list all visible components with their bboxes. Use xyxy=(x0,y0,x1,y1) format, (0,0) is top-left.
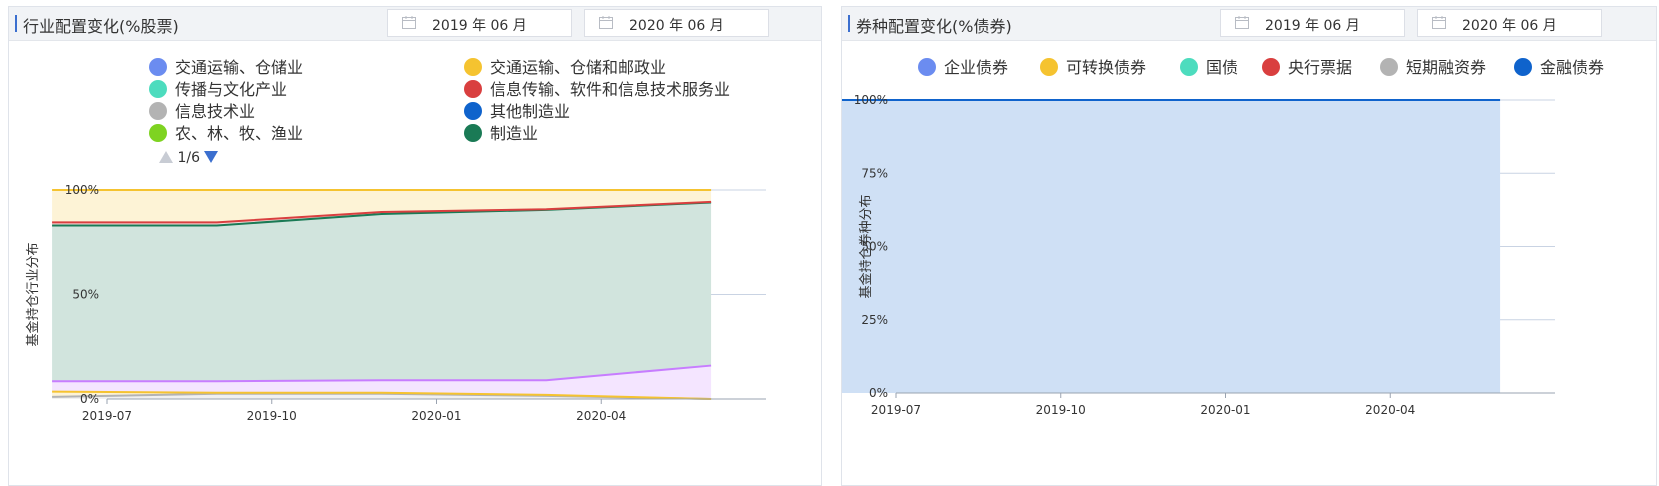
x-tick-label: 2019-07 xyxy=(82,409,132,423)
page-down-icon[interactable] xyxy=(204,151,219,163)
page-up-icon[interactable] xyxy=(159,151,173,163)
end-date-text: 2020 年 06 月 xyxy=(1462,18,1557,34)
y-tick-label: 0% xyxy=(80,392,99,406)
panel-header: 券种配置变化(%债券) 2019 年 06 月 2020 年 06 月 xyxy=(842,7,1656,41)
y-axis-label: 基金持仓券种分布 xyxy=(858,194,874,298)
panel-header: 行业配置变化(%股票) 2019 年 06 月 2020 年 06 月 xyxy=(9,7,821,41)
start-date-text: 2019 年 06 月 xyxy=(1265,18,1360,34)
y-tick-label: 0% xyxy=(869,386,888,400)
x-tick-label: 2019-10 xyxy=(247,409,297,423)
end-date-text: 2020 年 06 月 xyxy=(629,18,724,34)
legend-dot xyxy=(464,124,482,142)
y-tick-label: 100% xyxy=(65,183,99,197)
start-date-picker[interactable]: 2019 年 06 月 xyxy=(1220,9,1405,37)
legend-item[interactable]: 交通运输、仓储业 xyxy=(149,57,303,79)
end-date-picker[interactable]: 2020 年 06 月 xyxy=(1417,9,1602,37)
legend-dot xyxy=(1380,58,1398,76)
start-date-text: 2019 年 06 月 xyxy=(432,18,527,34)
legend-item[interactable]: 金融债券 xyxy=(1514,57,1604,79)
bond-type-area-chart: 0% 25% 50% 75% 100% 2019-07 2019-10 2020-01 2020… xyxy=(842,93,1555,417)
legend: 交通运输、仓储业 交通运输、仓储和邮政业 传播与文化产业 信息传输、软件和信息技… xyxy=(149,57,789,149)
legend-item[interactable]: 信息传输、软件和信息技术服务业 xyxy=(464,79,730,101)
title-accent-bar xyxy=(848,15,850,32)
x-tick-label: 2020-01 xyxy=(1200,403,1250,417)
x-tick-label: 2020-04 xyxy=(1365,403,1415,417)
start-date-picker[interactable]: 2019 年 06 月 xyxy=(387,9,572,37)
y-tick-label: 50% xyxy=(861,240,888,254)
y-tick-label: 100% xyxy=(854,93,888,107)
legend-item[interactable]: 国债 xyxy=(1180,57,1238,79)
y-tick-label: 75% xyxy=(861,166,888,180)
industry-allocation-panel: 行业配置变化(%股票) 2019 年 06 月 2020 年 06 月 交通运输… xyxy=(8,6,822,486)
area-band xyxy=(842,100,1501,393)
legend-pager: 1/6 xyxy=(159,150,219,166)
panel-title: 行业配置变化(%股票) xyxy=(23,17,179,36)
calendar-icon xyxy=(1432,16,1446,29)
legend-item[interactable]: 可转换债券 xyxy=(1040,57,1146,79)
legend-dot xyxy=(1262,58,1280,76)
legend-item[interactable]: 农、林、牧、渔业 xyxy=(149,123,303,145)
series-line xyxy=(52,364,712,383)
pager-text: 1/6 xyxy=(177,150,200,166)
legend-item[interactable]: 交通运输、仓储和邮政业 xyxy=(464,57,666,79)
x-tick-label: 2020-04 xyxy=(576,409,626,423)
area-band xyxy=(52,202,712,382)
legend-item[interactable]: 传播与文化产业 xyxy=(149,79,287,101)
y-tick-label: 25% xyxy=(861,313,888,327)
calendar-icon xyxy=(402,16,416,29)
bond-type-allocation-panel: 券种配置变化(%债券) 2019 年 06 月 2020 年 06 月 企业债券… xyxy=(841,6,1657,486)
legend-dot xyxy=(149,124,167,142)
legend-dot xyxy=(149,102,167,120)
end-date-picker[interactable]: 2020 年 06 月 xyxy=(584,9,769,37)
legend-item[interactable]: 短期融资券 xyxy=(1380,57,1486,79)
calendar-icon xyxy=(1235,16,1249,29)
legend-item[interactable]: 其他制造业 xyxy=(464,101,570,123)
legend-item[interactable]: 制造业 xyxy=(464,123,538,145)
legend-dot xyxy=(464,102,482,120)
x-tick-label: 2019-07 xyxy=(871,403,921,417)
legend-dot xyxy=(149,80,167,98)
calendar-icon xyxy=(599,16,613,29)
legend-dot xyxy=(918,58,936,76)
panel-title: 券种配置变化(%债券) xyxy=(856,17,1012,36)
legend-dot xyxy=(1180,58,1198,76)
legend-item[interactable]: 企业债券 xyxy=(918,57,1008,79)
legend-dot xyxy=(149,58,167,76)
legend-dot xyxy=(464,80,482,98)
series-line xyxy=(52,200,712,224)
x-tick-label: 2020-01 xyxy=(411,409,461,423)
x-tick-label: 2019-10 xyxy=(1036,403,1086,417)
legend-dot xyxy=(464,58,482,76)
title-accent-bar xyxy=(15,15,17,32)
y-axis-label: 基金持仓行业分布 xyxy=(25,242,41,346)
industry-area-chart: 0% 50% 100% 2019-07 2019-10 2020-01 2020-04 基金持… xyxy=(25,183,766,423)
legend-item[interactable]: 信息技术业 xyxy=(149,101,255,123)
area-band xyxy=(52,393,712,399)
area-band xyxy=(52,365,712,399)
series-line xyxy=(52,390,712,400)
legend-dot xyxy=(1040,58,1058,76)
legend-item[interactable]: 央行票据 xyxy=(1262,57,1352,79)
legend-dot xyxy=(1514,58,1532,76)
y-tick-label: 50% xyxy=(72,288,99,302)
area-band xyxy=(52,190,712,223)
